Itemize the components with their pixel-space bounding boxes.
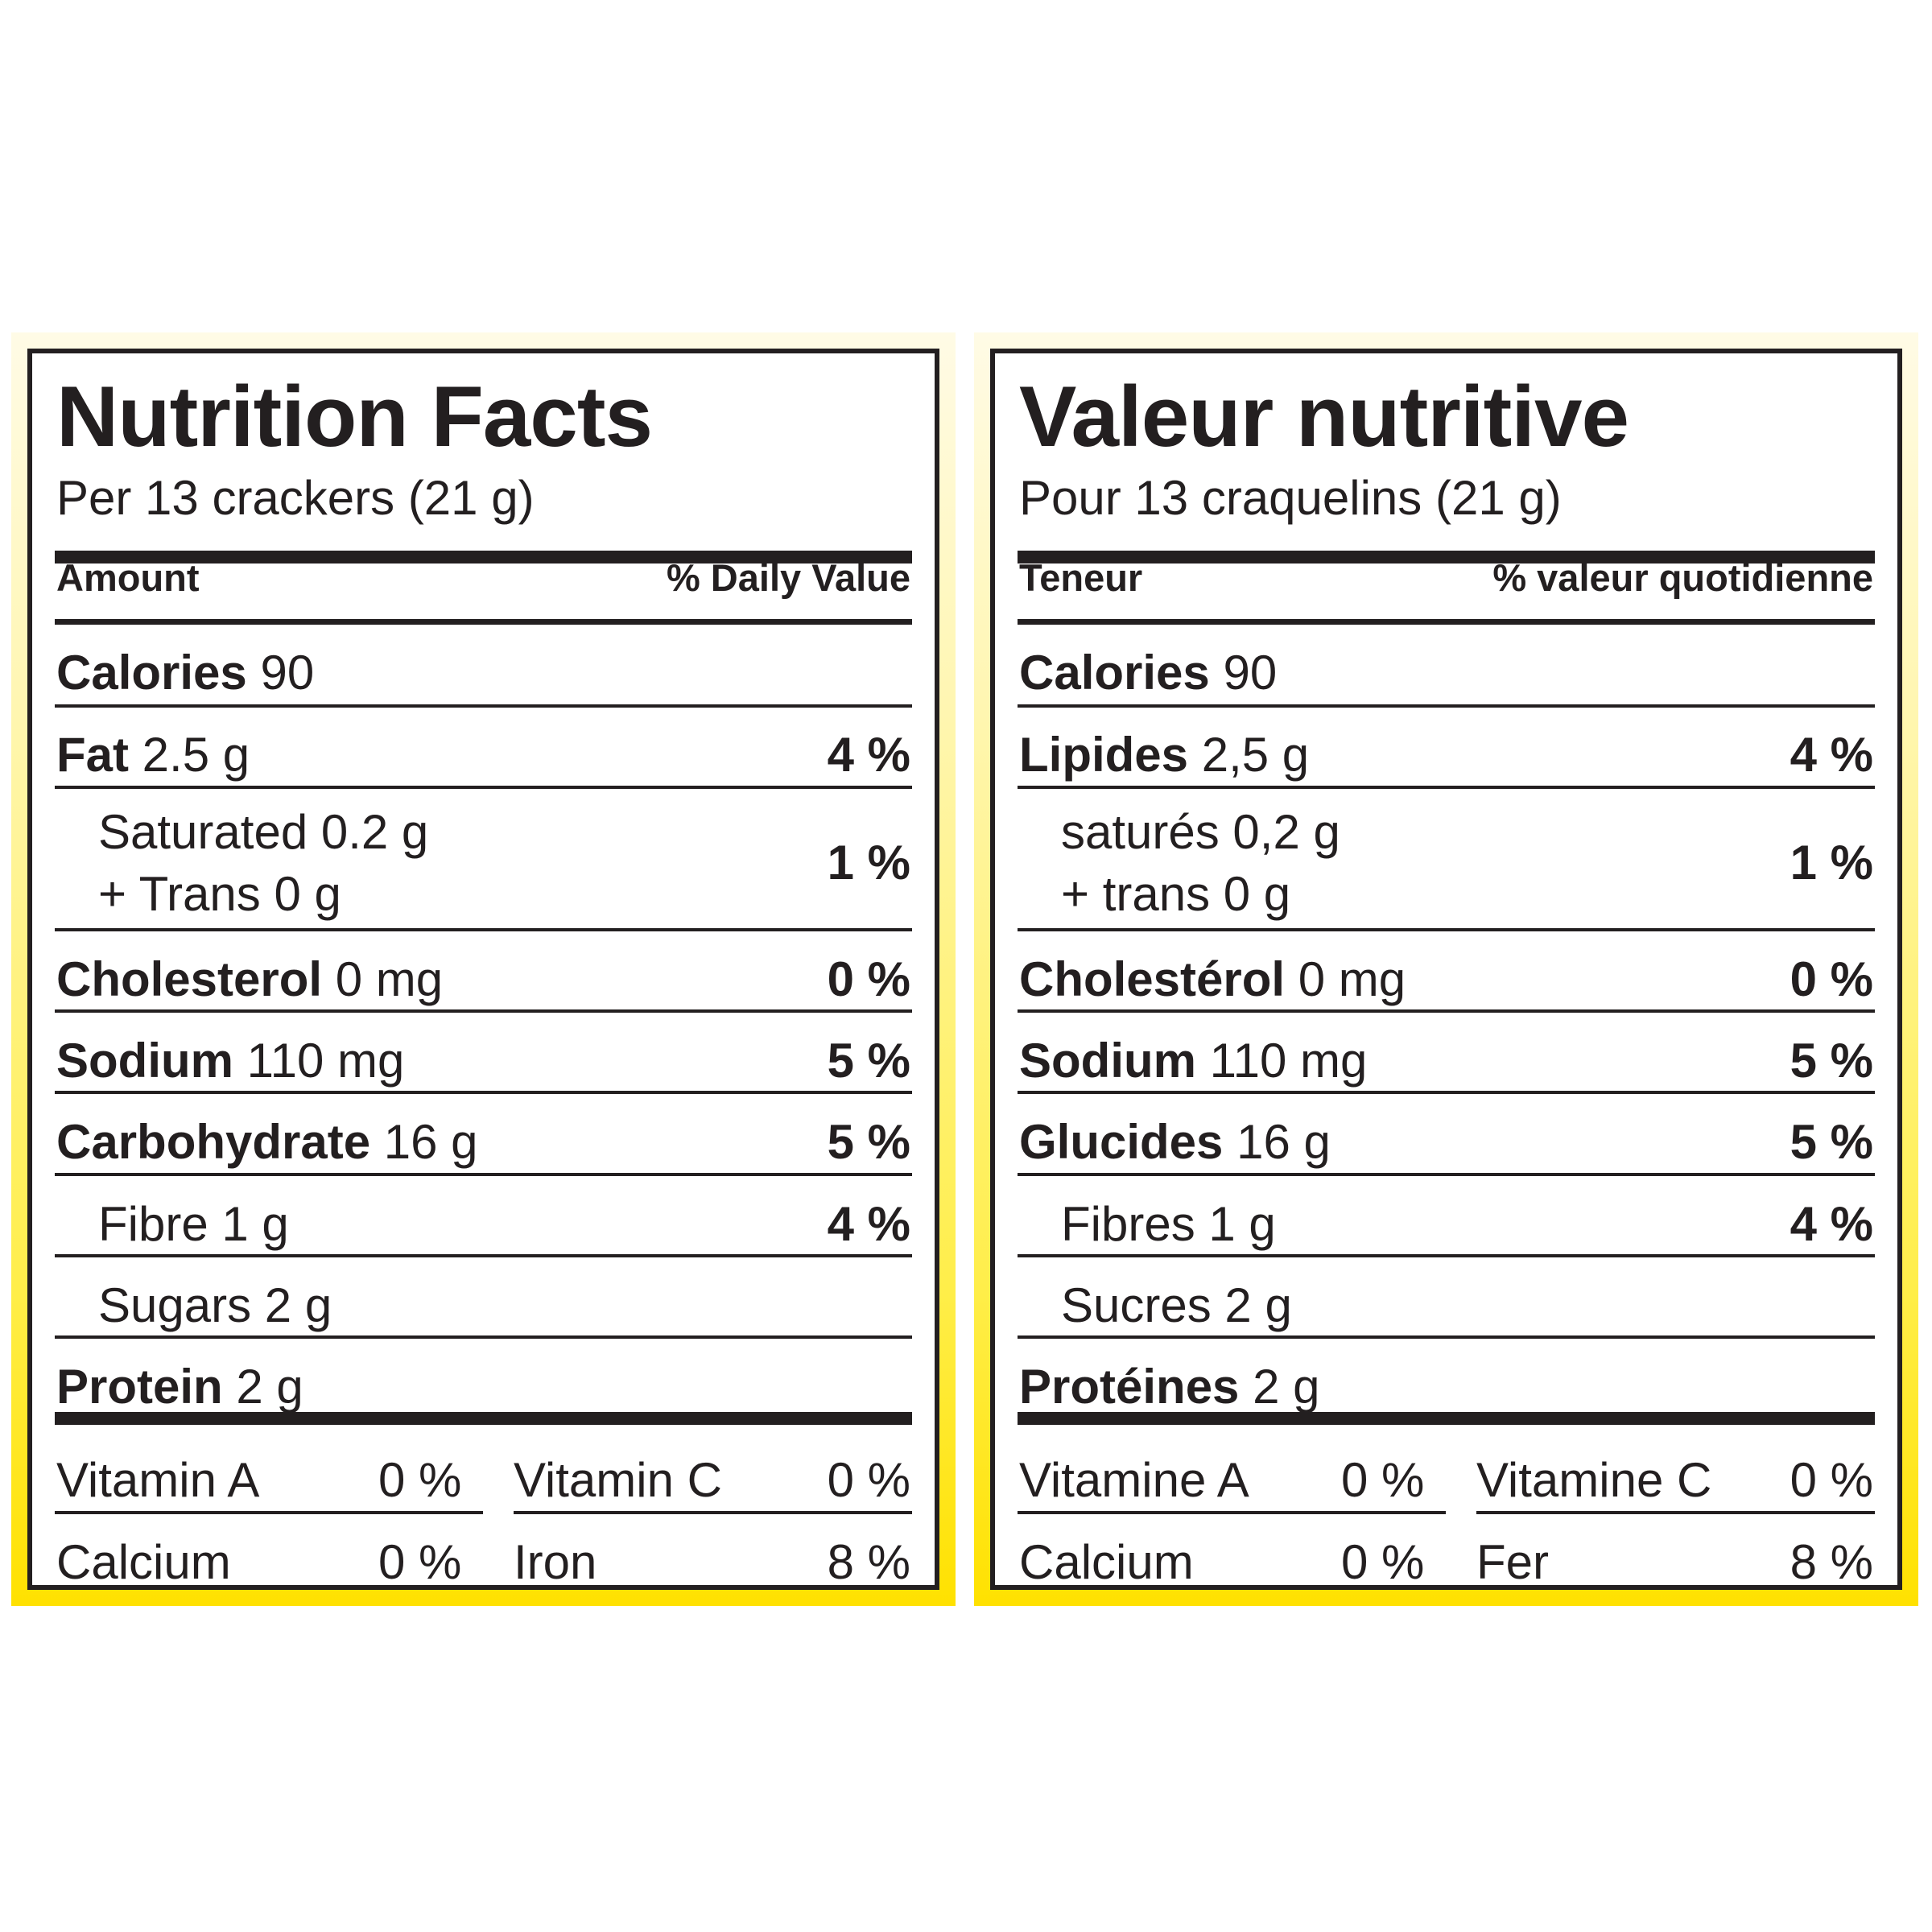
carbohydrate-label: Glucides [1019,1115,1224,1169]
sodium-amount: 110 mg [1209,1034,1368,1088]
vitamin-a-label: Vitamin A [56,1453,260,1507]
cholesterol-amount: 0 mg [335,952,444,1006]
carbohydrate-label: Carbohydrate [56,1115,371,1169]
saturated-trans-percent: 1 % [827,836,910,890]
fat-percent: 4 % [1790,728,1873,782]
iron-label: Fer [1476,1535,1549,1589]
sodium-label: Sodium [1019,1034,1196,1088]
saturated-text: saturés 0,2 g [1061,805,1340,859]
saturated-text: Saturated 0.2 g [98,805,429,859]
cholesterol-amount: 0 mg [1298,952,1406,1006]
vitamin-a-label: Vitamine A [1019,1453,1249,1507]
iron-percent: 8 % [1790,1535,1873,1589]
protein-amount: 2 g [1253,1360,1320,1414]
vitamin-a-percent: 0 % [378,1453,462,1507]
row-divider [1018,1091,1875,1094]
row-divider [1018,1009,1875,1013]
row-divider [1018,1173,1875,1176]
protein-label: Protéines [1019,1360,1240,1414]
trans-text: + Trans 0 g [98,867,341,921]
sodium-label: Sodium [56,1034,233,1088]
valeur-nutritive-table: Valeur nutritive Pour 13 craquelins (21 … [990,349,1902,1590]
row-divider [1018,1335,1875,1339]
calories-label: Calories [56,646,247,700]
french-label-frame: Valeur nutritive Pour 13 craquelins (21 … [974,332,1918,1606]
fibre-text: Fibre 1 g [98,1197,289,1251]
fibre-percent: 4 % [1790,1197,1873,1251]
iron-label: Iron [514,1535,597,1589]
protein-label: Protein [56,1360,223,1414]
row-divider [55,1091,912,1094]
calcium-percent: 0 % [1341,1535,1425,1589]
calories-value: 90 [260,646,315,700]
calories-value: 90 [1223,646,1278,700]
fat-label: Lipides [1019,728,1189,782]
row-divider [1018,1511,1446,1514]
nutrition-facts-table: Nutrition Facts Per 13 crackers (21 g) A… [27,349,939,1590]
cholesterol-label: Cholesterol [56,952,323,1006]
row-divider [1018,704,1875,708]
calcium-percent: 0 % [378,1535,462,1589]
fibre-text: Fibres 1 g [1061,1197,1276,1251]
row-divider [55,786,912,789]
thick-divider [55,1412,912,1425]
fat-amount: 2,5 g [1201,728,1310,782]
row-divider [1018,1254,1875,1257]
vitamin-c-label: Vitamine C [1476,1453,1712,1507]
calcium-label: Calcium [1019,1535,1194,1589]
cholesterol-label: Cholestérol [1019,952,1286,1006]
row-divider [1018,786,1875,789]
fat-label: Fat [56,728,129,782]
row-divider [55,1511,483,1514]
header-daily-value: % Daily Value [666,556,910,599]
carbohydrate-amount: 16 g [383,1115,478,1169]
row-divider [55,928,912,931]
calcium-label: Calcium [56,1535,231,1589]
carbohydrate-amount: 16 g [1236,1115,1331,1169]
header-divider [1018,619,1875,625]
thick-divider [55,551,912,564]
label-title: Nutrition Facts [56,368,653,464]
vitamin-c-percent: 0 % [827,1453,910,1507]
label-title: Valeur nutritive [1019,368,1629,464]
vitamin-c-percent: 0 % [1790,1453,1873,1507]
fat-amount: 2.5 g [142,728,250,782]
header-amount: Amount [56,556,200,599]
carbohydrate-percent: 5 % [1790,1115,1873,1169]
row-divider [55,704,912,708]
row-divider [1476,1511,1875,1514]
row-divider [55,1009,912,1013]
serving-size: Pour 13 craquelins (21 g) [1019,471,1562,525]
iron-percent: 8 % [827,1535,910,1589]
sodium-percent: 5 % [1790,1034,1873,1088]
header-daily-value: % valeur quotidienne [1492,556,1873,599]
sugars-text: Sugars 2 g [98,1278,332,1332]
row-divider [1018,928,1875,931]
english-label-frame: Nutrition Facts Per 13 crackers (21 g) A… [11,332,956,1606]
cholesterol-percent: 0 % [827,952,910,1006]
protein-amount: 2 g [236,1360,303,1414]
cholesterol-percent: 0 % [1790,952,1873,1006]
trans-text: + trans 0 g [1061,867,1291,921]
vitamin-a-percent: 0 % [1341,1453,1425,1507]
header-divider [55,619,912,625]
fibre-percent: 4 % [827,1197,910,1251]
saturated-trans-percent: 1 % [1790,836,1873,890]
thick-divider [1018,551,1875,564]
fat-percent: 4 % [827,728,910,782]
thick-divider [1018,1412,1875,1425]
vitamin-c-label: Vitamin C [514,1453,722,1507]
header-amount: Teneur [1019,556,1143,599]
sodium-amount: 110 mg [246,1034,405,1088]
calories-label: Calories [1019,646,1210,700]
row-divider [55,1254,912,1257]
row-divider [514,1511,912,1514]
row-divider [55,1173,912,1176]
row-divider [55,1335,912,1339]
serving-size: Per 13 crackers (21 g) [56,471,535,525]
sugars-text: Sucres 2 g [1061,1278,1292,1332]
sodium-percent: 5 % [827,1034,910,1088]
carbohydrate-percent: 5 % [827,1115,910,1169]
